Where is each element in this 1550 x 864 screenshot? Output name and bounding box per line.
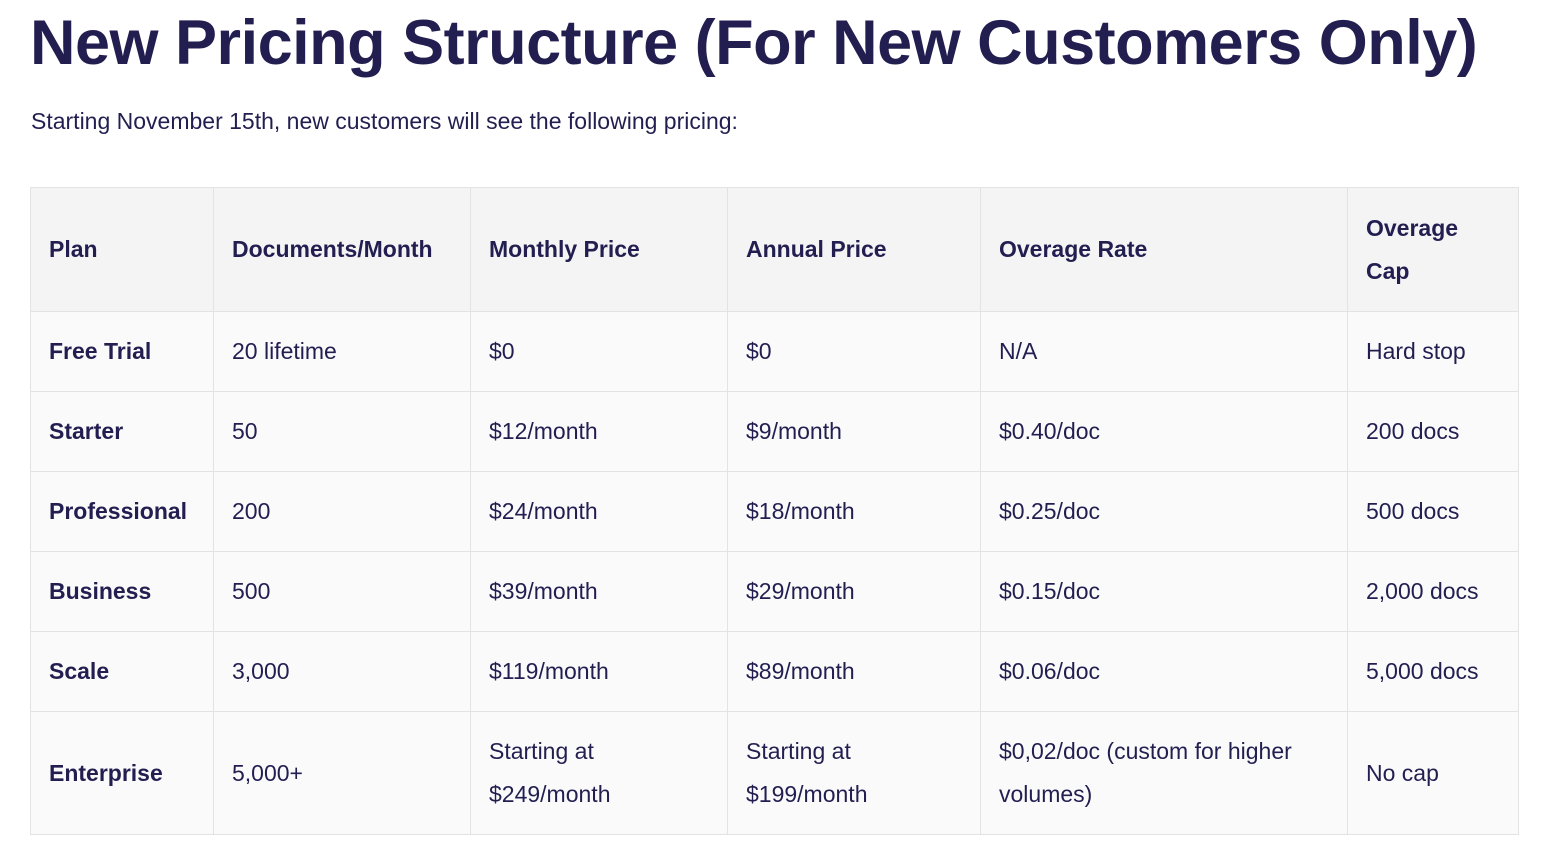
annual-price: Starting at $199/month: [727, 711, 981, 835]
overage-rate: $0,02/doc (custom for higher volumes): [980, 711, 1348, 835]
monthly-price: $24/month: [470, 471, 728, 552]
table-row: Scale 3,000 $119/month $89/month $0.06/d…: [30, 631, 1519, 712]
overage-rate: N/A: [980, 311, 1348, 392]
monthly-price: $12/month: [470, 391, 728, 472]
plan-name: Professional: [30, 471, 214, 552]
plan-name: Business: [30, 551, 214, 632]
header-documents-month: Documents/Month: [213, 187, 471, 312]
annual-price: $89/month: [727, 631, 981, 712]
plan-name: Enterprise: [30, 711, 214, 835]
overage-rate: $0.15/doc: [980, 551, 1348, 632]
pricing-table: Plan Documents/Month Monthly Price Annua…: [30, 187, 1519, 835]
monthly-price: $0: [470, 311, 728, 392]
table-row: Enterprise 5,000+ Starting at $249/month…: [30, 711, 1519, 835]
plan-name: Starter: [30, 391, 214, 472]
table-row: Business 500 $39/month $29/month $0.15/d…: [30, 551, 1519, 632]
plan-name: Free Trial: [30, 311, 214, 392]
monthly-price: Starting at $249/month: [470, 711, 728, 835]
table-row: Free Trial 20 lifetime $0 $0 N/A Hard st…: [30, 311, 1519, 392]
overage-cap: 2,000 docs: [1347, 551, 1519, 632]
overage-rate: $0.40/doc: [980, 391, 1348, 472]
overage-rate: $0.06/doc: [980, 631, 1348, 712]
documents-month: 20 lifetime: [213, 311, 471, 392]
table-header-row: Plan Documents/Month Monthly Price Annua…: [30, 187, 1519, 312]
annual-price: $0: [727, 311, 981, 392]
annual-price: $29/month: [727, 551, 981, 632]
overage-cap: 200 docs: [1347, 391, 1519, 472]
page-title: New Pricing Structure (For New Customers…: [30, 8, 1478, 78]
overage-cap: 5,000 docs: [1347, 631, 1519, 712]
plan-name: Scale: [30, 631, 214, 712]
header-overage-rate: Overage Rate: [980, 187, 1348, 312]
annual-price: $9/month: [727, 391, 981, 472]
overage-cap: 500 docs: [1347, 471, 1519, 552]
documents-month: 5,000+: [213, 711, 471, 835]
header-annual-price: Annual Price: [727, 187, 981, 312]
overage-rate: $0.25/doc: [980, 471, 1348, 552]
header-plan: Plan: [30, 187, 214, 312]
documents-month: 200: [213, 471, 471, 552]
table-row: Professional 200 $24/month $18/month $0.…: [30, 471, 1519, 552]
overage-cap: Hard stop: [1347, 311, 1519, 392]
table-row: Starter 50 $12/month $9/month $0.40/doc …: [30, 391, 1519, 472]
monthly-price: $39/month: [470, 551, 728, 632]
documents-month: 500: [213, 551, 471, 632]
header-overage-cap: Overage Cap: [1347, 187, 1519, 312]
header-monthly-price: Monthly Price: [470, 187, 728, 312]
documents-month: 3,000: [213, 631, 471, 712]
monthly-price: $119/month: [470, 631, 728, 712]
annual-price: $18/month: [727, 471, 981, 552]
overage-cap: No cap: [1347, 711, 1519, 835]
documents-month: 50: [213, 391, 471, 472]
intro-text: Starting November 15th, new customers wi…: [31, 108, 738, 134]
